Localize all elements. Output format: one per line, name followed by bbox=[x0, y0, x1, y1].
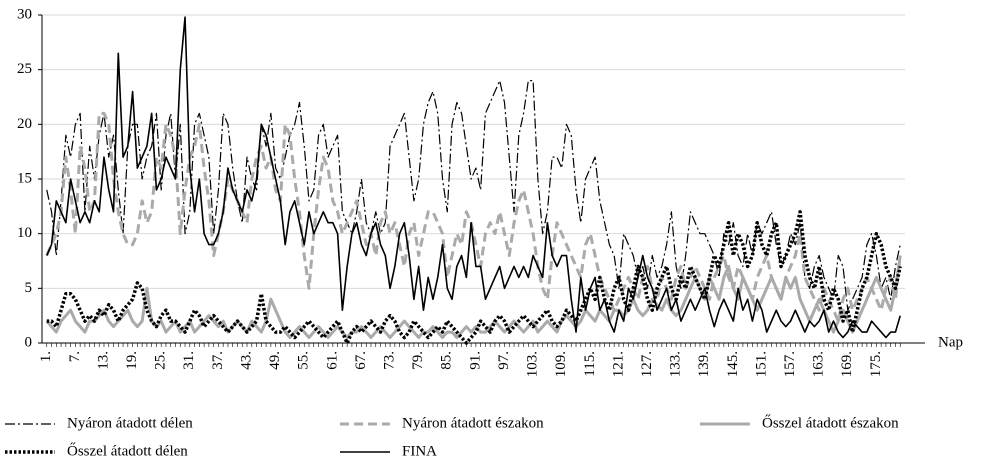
x-tick-label: 139. bbox=[696, 351, 712, 377]
x-tick-label: 31. bbox=[181, 351, 197, 370]
y-tick-label: 5 bbox=[25, 280, 33, 296]
x-tick-label: 151. bbox=[753, 351, 769, 377]
x-tick-label: 163. bbox=[811, 351, 827, 377]
y-tick-label: 0 bbox=[25, 334, 33, 350]
series-line bbox=[46, 210, 902, 345]
legend-label: Nyáron átadott északon bbox=[402, 415, 544, 431]
y-tick-label: 20 bbox=[17, 116, 32, 132]
x-tick-label: 43. bbox=[238, 351, 254, 370]
x-tick-label: 7. bbox=[67, 351, 83, 362]
x-tick-label: 115. bbox=[582, 351, 598, 377]
series-line bbox=[45, 111, 902, 323]
x-axis-label: Nap bbox=[938, 334, 963, 350]
x-tick-label: 73. bbox=[381, 351, 397, 370]
x-tick-label: 175. bbox=[868, 351, 884, 377]
x-tick-label: 103. bbox=[525, 351, 541, 377]
y-tick-label: 15 bbox=[17, 170, 32, 186]
x-tick-label: 133. bbox=[668, 351, 684, 377]
x-tick-label: 121. bbox=[610, 351, 626, 377]
x-tick-label: 1. bbox=[38, 351, 54, 362]
x-tick-label: 85. bbox=[439, 351, 455, 370]
x-tick-label: 19. bbox=[124, 351, 140, 370]
x-tick-label: 67. bbox=[353, 351, 369, 370]
x-tick-label: 61. bbox=[324, 351, 340, 370]
x-tick-label: 169. bbox=[839, 351, 855, 377]
x-tick-label: 91. bbox=[467, 351, 483, 370]
x-tick-label: 157. bbox=[782, 351, 798, 377]
x-tick-label: 25. bbox=[153, 351, 169, 370]
x-tick-label: 109. bbox=[553, 351, 569, 377]
y-tick-label: 10 bbox=[17, 225, 32, 241]
legend-label: Nyáron átadott délen bbox=[67, 415, 193, 431]
legend-label: Ősszel átadott délen bbox=[67, 442, 188, 459]
x-tick-label: 97. bbox=[496, 351, 512, 370]
x-tick-label: 37. bbox=[210, 351, 226, 370]
y-tick-label: 25 bbox=[17, 61, 32, 77]
x-tick-label: 13. bbox=[95, 351, 111, 370]
series-line bbox=[46, 16, 901, 339]
x-tick-label: 49. bbox=[267, 351, 283, 370]
x-tick-label: 79. bbox=[410, 351, 426, 370]
legend-label: FINA bbox=[402, 443, 437, 459]
legend-label: Ősszel átadott északon bbox=[762, 414, 899, 431]
x-tick-label: 127. bbox=[639, 351, 655, 377]
series-line bbox=[46, 80, 901, 311]
x-tick-label: 55. bbox=[296, 351, 312, 370]
series-line bbox=[45, 255, 902, 340]
y-tick-label: 30 bbox=[17, 6, 32, 22]
x-tick-label: 145. bbox=[725, 351, 741, 377]
